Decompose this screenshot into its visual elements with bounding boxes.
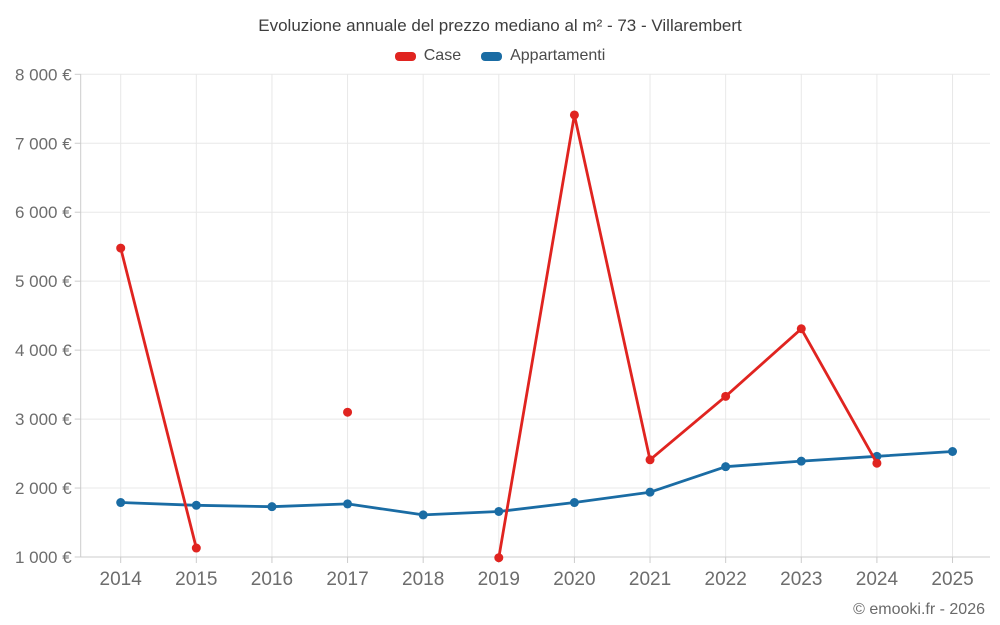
svg-text:2017: 2017 [326,569,368,590]
svg-text:2024: 2024 [856,569,899,590]
svg-text:7 000 €: 7 000 € [15,134,72,153]
legend-item-appartamenti[interactable]: Appartamenti [481,47,605,65]
svg-text:5 000 €: 5 000 € [15,272,72,291]
chart-title: Evoluzione annuale del prezzo mediano al… [258,16,742,35]
svg-text:2018: 2018 [402,569,444,590]
svg-text:2019: 2019 [478,569,520,590]
svg-text:1 000 €: 1 000 € [15,548,72,567]
svg-text:2016: 2016 [251,569,293,590]
appartamenti-series-marker-icon [481,51,503,61]
legend-item-case[interactable]: Case [394,47,462,65]
case-series-marker-icon [394,51,416,61]
svg-text:2014: 2014 [100,569,143,590]
svg-text:8 000 €: 8 000 € [15,65,72,84]
svg-text:2025: 2025 [931,569,973,590]
svg-text:4 000 €: 4 000 € [15,341,72,360]
svg-text:2021: 2021 [629,569,671,590]
svg-text:2 000 €: 2 000 € [15,479,72,498]
legend-label-appartamenti: Appartamenti [510,47,606,64]
legend-label-case: Case [423,47,462,64]
svg-text:2023: 2023 [780,569,822,590]
svg-text:3 000 €: 3 000 € [15,410,72,429]
copyright-credit: © emooki.fr - 2026 [853,601,985,618]
svg-text:2022: 2022 [705,569,747,590]
svg-text:6 000 €: 6 000 € [15,203,72,222]
svg-text:2015: 2015 [175,569,217,590]
svg-text:2020: 2020 [553,569,595,590]
chart-legend: Case Appartamenti [0,47,1000,65]
